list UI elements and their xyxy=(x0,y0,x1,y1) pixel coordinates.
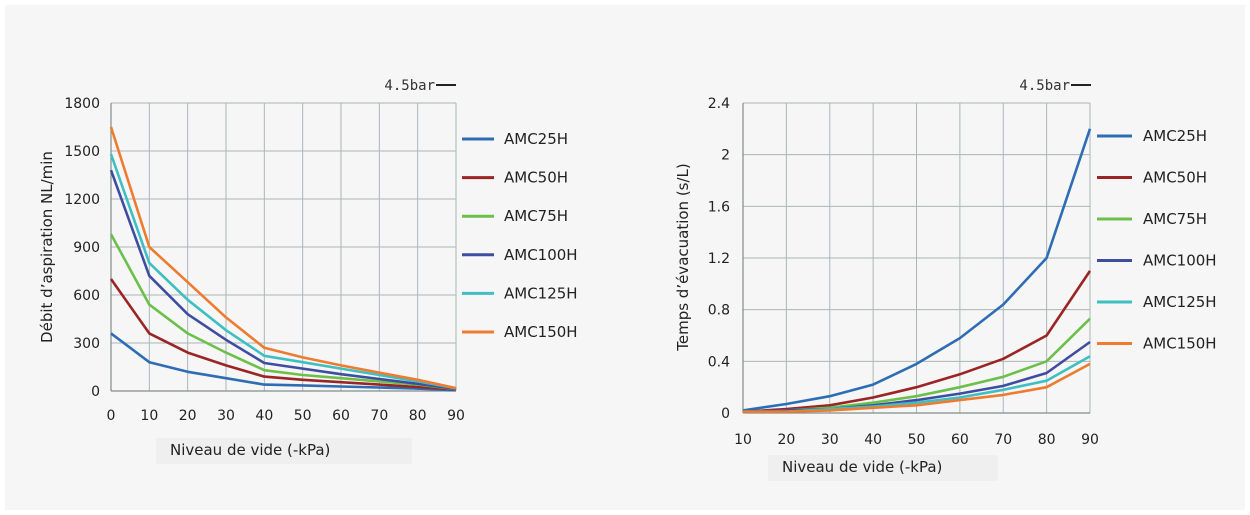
legend-label-amc25h: AMC25H xyxy=(504,130,568,148)
x-tick-label: 60 xyxy=(951,432,969,448)
x-tick-label: 90 xyxy=(447,408,465,424)
chart-evacuation-time: 0 0.4 0.8 1.2 1.6 2 2.4 10 20 30 40 50 60 70 80 90 Nivea… xyxy=(674,78,1217,481)
legend-label-amc50h: AMC50H xyxy=(504,169,568,187)
pressure-annotation: 4.5bar xyxy=(1019,78,1070,94)
y-tick-label: 1500 xyxy=(64,144,100,160)
y-tick-label: 300 xyxy=(73,336,100,352)
y-tick-label: 0.8 xyxy=(708,303,730,319)
y-tick-label: 900 xyxy=(73,240,100,256)
x-tick-label: 30 xyxy=(217,408,235,424)
legend-label-amc150h: AMC150H xyxy=(1143,335,1217,353)
series-line-amc25h xyxy=(110,332,457,392)
pressure-annotation: 4.5bar xyxy=(384,78,435,94)
legend-label-amc50h: AMC50H xyxy=(1143,169,1207,187)
chart-suction-flow: 0 300 600 900 1200 1500 1800 0 10 20 30 40 50 60 70 80 9… xyxy=(38,78,578,464)
x-axis-label-box xyxy=(156,438,412,464)
series-line-amc125h xyxy=(109,153,457,390)
x-tick-label: 40 xyxy=(255,408,273,424)
y-tick-label: 0 xyxy=(721,406,730,422)
x-tick-label: 20 xyxy=(777,432,795,448)
x-tick-label: 80 xyxy=(409,408,427,424)
x-tick-label: 60 xyxy=(332,408,350,424)
y-tick-label: 1.2 xyxy=(708,251,730,267)
legend-label-amc125h: AMC125H xyxy=(1143,293,1217,311)
x-tick-label: 10 xyxy=(140,408,158,424)
series-line-amc50h xyxy=(742,270,1092,413)
series-line-amc150h xyxy=(743,362,1091,414)
x-tick-label: 50 xyxy=(294,408,312,424)
x-tick-label: 20 xyxy=(179,408,197,424)
series-line-amc75h xyxy=(109,233,457,391)
legend-label-amc100h: AMC100H xyxy=(1143,252,1217,270)
y-tick-label: 0.4 xyxy=(708,354,730,370)
y-tick-label: 1200 xyxy=(64,192,100,208)
x-axis-label-box xyxy=(768,455,998,481)
legend-label-amc100h: AMC100H xyxy=(504,246,578,264)
y-axis-title: Débit d’aspiration NL/min xyxy=(38,151,56,343)
x-tick-label: 50 xyxy=(908,432,926,448)
y-tick-label: 2.4 xyxy=(708,96,730,112)
y-axis-title: Temps d’évacuation (s/L) xyxy=(674,163,692,352)
x-tick-label: 40 xyxy=(864,432,882,448)
y-tick-label: 2 xyxy=(721,148,730,164)
legend-label-amc25h: AMC25H xyxy=(1143,127,1207,145)
y-tick-label: 1.6 xyxy=(708,199,730,215)
legend-label-amc75h: AMC75H xyxy=(1143,210,1207,228)
series-line-amc50h xyxy=(109,278,457,391)
x-tick-label: 0 xyxy=(107,408,116,424)
y-tick-label: 600 xyxy=(73,288,100,304)
x-tick-label: 70 xyxy=(370,408,388,424)
x-tick-label: 80 xyxy=(1038,432,1056,448)
legend-label-amc75h: AMC75H xyxy=(504,207,568,225)
x-axis-title: Niveau de vide (-kPa) xyxy=(170,441,330,459)
x-tick-label: 90 xyxy=(1081,432,1099,448)
legend-label-amc125h: AMC125H xyxy=(504,284,578,302)
x-tick-label: 30 xyxy=(821,432,839,448)
x-tick-label: 70 xyxy=(994,432,1012,448)
y-tick-label: 1800 xyxy=(64,96,100,112)
series-line-amc150h xyxy=(109,126,457,390)
x-axis-title: Niveau de vide (-kPa) xyxy=(782,458,942,476)
y-tick-label: 0 xyxy=(91,384,100,400)
x-tick-label: 10 xyxy=(734,432,752,448)
series-line-amc25h xyxy=(742,128,1092,412)
legend-label-amc150h: AMC150H xyxy=(504,323,578,341)
series-line-amc100h xyxy=(109,169,457,391)
